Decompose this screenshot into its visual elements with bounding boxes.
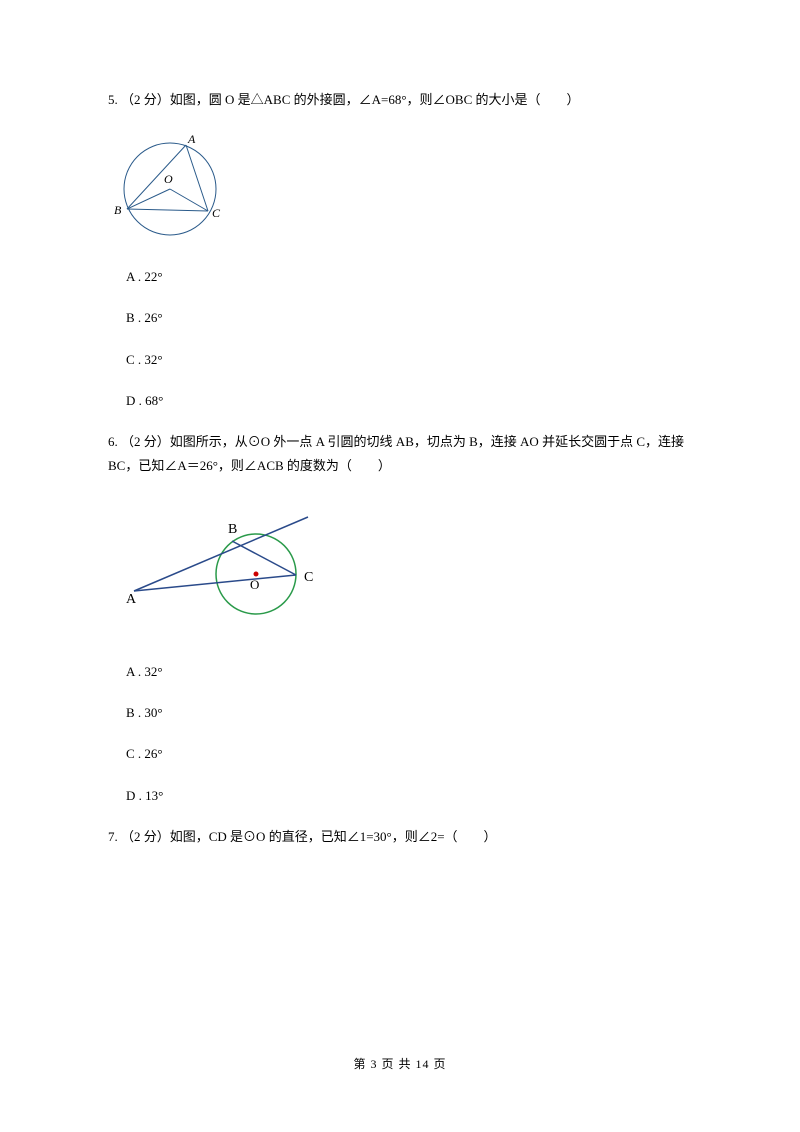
q5-option-b: B . 26° [108,306,692,329]
q5-option-a: A . 22° [108,265,692,288]
question-6-text: 6. （2 分）如图所示，从⊙O 外一点 A 引圆的切线 AB，切点为 B，连接… [108,430,692,477]
q6-option-b: B . 30° [108,701,692,724]
svg-text:B: B [114,203,122,217]
q5-option-c: C . 32° [108,348,692,371]
question-5-text: 5. （2 分）如图，圆 O 是△ABC 的外接圆，∠A=68°，则∠OBC 的… [108,88,692,111]
svg-text:C: C [212,206,221,220]
svg-text:A: A [126,592,137,607]
svg-text:B: B [228,522,237,537]
svg-text:O: O [164,172,173,186]
q6-option-c: C . 26° [108,742,692,765]
svg-text:C: C [304,570,313,585]
q6-option-a: A . 32° [108,660,692,683]
q6-option-d: D . 13° [108,784,692,807]
question-6-figure: A B C O [108,499,692,631]
svg-text:O: O [250,577,259,592]
q5-option-d: D . 68° [108,389,692,412]
question-7-text: 7. （2 分）如图，CD 是⊙O 的直径，已知∠1=30°，则∠2=（ ） [108,825,692,848]
question-5-figure: A B C O [108,129,692,246]
page-footer: 第 3 页 共 14 页 [0,1055,800,1072]
svg-text:A: A [187,132,196,146]
